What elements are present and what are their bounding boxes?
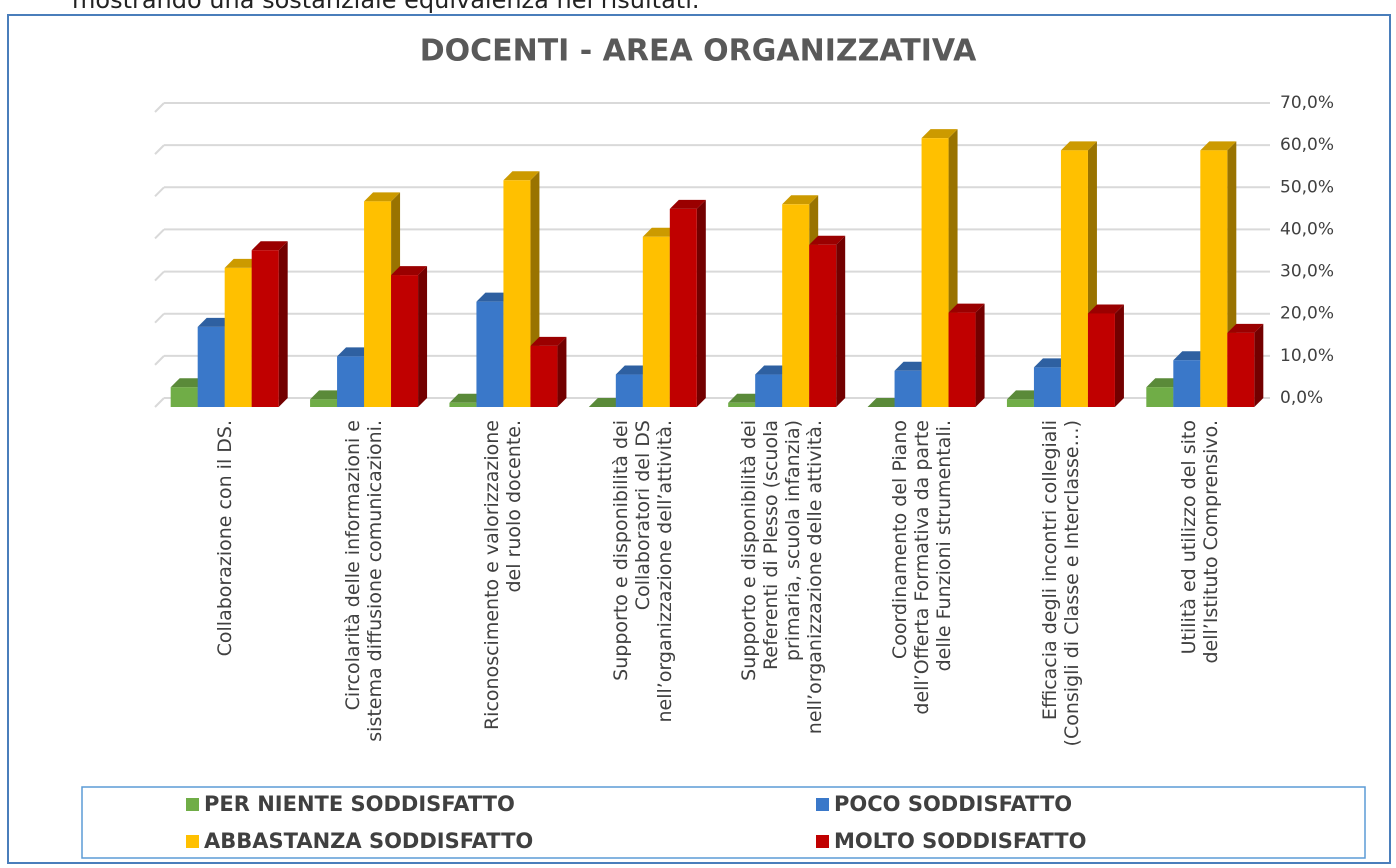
y-tick-label: 30,0% <box>1280 262 1334 282</box>
y-tick-label: 60,0% <box>1280 135 1334 155</box>
bar-face <box>1060 141 1097 151</box>
legend-label: MOLTO SODDISFATTO <box>834 829 1086 853</box>
legend-swatch <box>816 798 829 811</box>
x-tick-label: Collaborazione con il DS. <box>213 420 236 657</box>
bar-face <box>782 195 819 205</box>
bar-face <box>1114 304 1124 407</box>
y-tick-label: 20,0% <box>1280 304 1334 324</box>
bar-face <box>1173 360 1201 407</box>
bar-face <box>948 303 985 313</box>
bar-face <box>1146 387 1174 407</box>
bar-face <box>1227 332 1255 407</box>
x-tick-label: Supporto e disponibilità dei Collaborato… <box>609 420 676 723</box>
y-tick-label: 50,0% <box>1280 177 1334 197</box>
bar-face <box>391 266 428 276</box>
bar-face <box>809 244 837 407</box>
bar-face <box>1227 323 1264 333</box>
chart-border <box>7 14 1391 864</box>
bar-face <box>278 241 288 407</box>
grid-depth <box>154 144 165 155</box>
bar-face <box>642 236 670 407</box>
grid-depth <box>154 355 165 366</box>
y-tick-label: 10,0% <box>1280 346 1334 366</box>
legend-label: PER NIENTE SODDISFATTO <box>204 792 515 816</box>
bar-face <box>530 336 567 346</box>
grid-depth <box>154 186 165 197</box>
grid-depth <box>154 313 165 324</box>
bar-face <box>251 241 288 251</box>
bar-face <box>728 402 756 407</box>
bar-face <box>503 180 531 407</box>
bar <box>530 336 567 407</box>
bar-face <box>170 387 198 407</box>
bar-face <box>418 266 428 407</box>
legend-swatch <box>816 835 829 848</box>
bar-face <box>809 235 846 245</box>
bar-face <box>1087 313 1115 407</box>
chart-title: DOCENTI - AREA ORGANIZZATIVA <box>420 34 977 69</box>
bar-face <box>894 370 922 407</box>
bar-face <box>1006 399 1034 407</box>
bar <box>391 266 428 407</box>
bar-face <box>1200 141 1237 151</box>
x-tick-label: Circolarità delle informazioni e sistema… <box>342 420 387 742</box>
bar <box>1227 323 1264 407</box>
bar-face <box>836 235 846 407</box>
bar-face <box>251 250 279 407</box>
caption: mostrando una sostanziale equivalenza ne… <box>72 0 700 14</box>
legend-swatch <box>186 798 199 811</box>
bar-face <box>975 303 985 407</box>
bar-face <box>921 138 949 407</box>
legend-border <box>81 786 1366 859</box>
legend-label: ABBASTANZA SODDISFATTO <box>204 829 533 853</box>
bar-face <box>782 204 810 407</box>
bar-face <box>615 374 643 407</box>
grid-depth <box>154 102 165 113</box>
grid-depth <box>154 397 165 408</box>
x-tick-label: Efficacia degli incontri collegiali (Con… <box>1038 420 1083 747</box>
bar-face <box>948 312 976 407</box>
y-tick-label: 70,0% <box>1280 93 1334 113</box>
bar-face <box>364 192 401 202</box>
bar-face <box>669 208 697 407</box>
legend-label: POCO SODDISFATTO <box>834 792 1072 816</box>
bar-face <box>1087 304 1124 314</box>
bar-face <box>197 326 225 407</box>
x-tick-label: Utilità ed utilizzo del sito dell’Istitu… <box>1178 420 1223 664</box>
bar-face <box>1060 150 1088 407</box>
bar-face <box>921 129 958 139</box>
y-tick-label: 0,0% <box>1280 388 1323 408</box>
bar-face <box>669 199 706 209</box>
x-tick-label: Coordinamento del Piano dell’Offerta For… <box>888 420 955 715</box>
bar-face <box>449 402 477 407</box>
x-tick-label: Supporto e disponibilità dei Referenti d… <box>738 420 827 735</box>
bar-face <box>1254 323 1264 407</box>
bar-face <box>224 267 252 407</box>
y-tick-label: 40,0% <box>1280 219 1334 239</box>
legend-swatch <box>186 835 199 848</box>
bar-face <box>755 374 783 407</box>
bar <box>251 241 288 407</box>
grid-depth <box>154 270 165 282</box>
bar-face <box>1033 367 1061 407</box>
bar-face <box>696 199 706 407</box>
bar-face <box>557 336 567 407</box>
bar-face <box>476 301 504 407</box>
bar <box>1060 141 1097 407</box>
bar-face <box>364 201 392 407</box>
bar-face <box>391 275 419 407</box>
bar-face <box>337 356 365 407</box>
bar-face <box>530 345 558 407</box>
bar-face <box>1200 150 1228 407</box>
bar-face <box>503 171 540 181</box>
bar <box>1087 304 1124 407</box>
x-tick-label: Riconoscimento e valorizzazione del ruol… <box>481 420 526 731</box>
grid-depth <box>154 228 165 240</box>
bar-face <box>310 399 338 407</box>
bar <box>948 303 985 407</box>
bar <box>809 235 846 407</box>
bar <box>669 199 706 407</box>
